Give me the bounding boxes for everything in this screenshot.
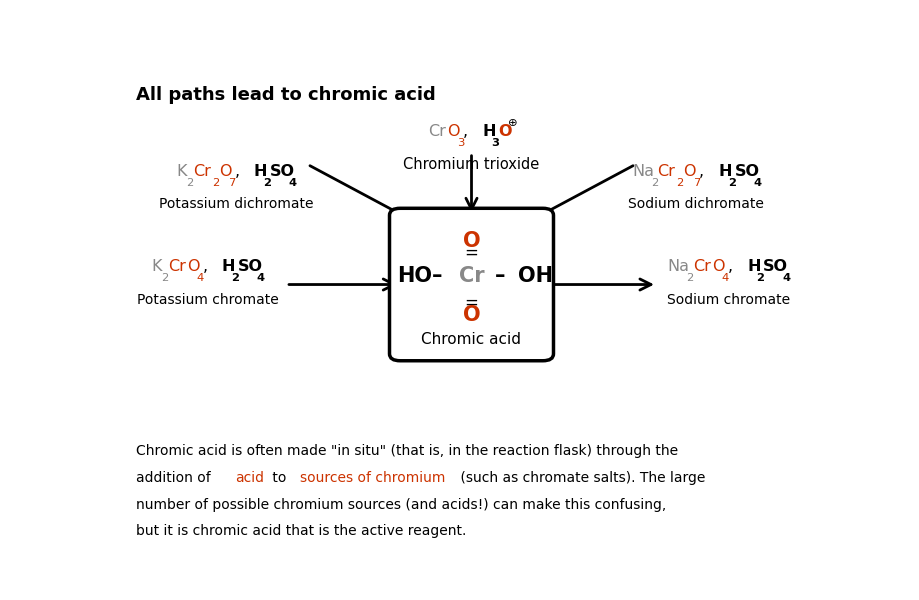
Text: 4: 4 (720, 273, 728, 283)
Text: H: H (482, 124, 495, 139)
Text: Cr: Cr (459, 266, 483, 286)
Text: K: K (176, 164, 187, 179)
Text: Cr: Cr (428, 124, 446, 139)
Text: 2: 2 (650, 178, 657, 188)
Text: 2: 2 (161, 273, 168, 283)
Text: H: H (746, 259, 760, 274)
Text: Sodium chromate: Sodium chromate (666, 293, 789, 307)
Text: but it is chromic acid that is the active reagent.: but it is chromic acid that is the activ… (136, 524, 466, 538)
Text: 2: 2 (211, 178, 219, 188)
Text: OH: OH (517, 266, 552, 286)
Text: 3: 3 (491, 138, 499, 148)
Text: O: O (187, 259, 199, 274)
Text: 2: 2 (727, 178, 735, 188)
Text: 4: 4 (781, 273, 789, 283)
Text: K: K (152, 259, 162, 274)
Text: O: O (447, 124, 460, 139)
Text: 2: 2 (186, 178, 193, 188)
Text: O: O (462, 305, 480, 325)
Text: Cr: Cr (167, 259, 186, 274)
Text: Chromic acid is often made "in situ" (that is, in the reaction flask) through th: Chromic acid is often made "in situ" (th… (136, 444, 678, 458)
Text: number of possible chromium sources (and acids!) can make this confusing,: number of possible chromium sources (and… (136, 497, 666, 512)
Text: SO: SO (733, 164, 759, 179)
Text: Cr: Cr (692, 259, 710, 274)
Text: H: H (718, 164, 731, 179)
Text: SO: SO (269, 164, 295, 179)
Text: Cr: Cr (193, 164, 210, 179)
Text: –: – (432, 266, 442, 286)
Text: 2: 2 (263, 178, 271, 188)
Text: Cr: Cr (657, 164, 675, 179)
Text: =: = (464, 244, 478, 262)
Text: 2: 2 (231, 273, 239, 283)
Text: O: O (219, 164, 231, 179)
Text: 2: 2 (675, 178, 683, 188)
FancyBboxPatch shape (389, 208, 553, 361)
Text: 7: 7 (228, 178, 235, 188)
Text: Chromium trioxide: Chromium trioxide (403, 157, 539, 172)
Text: H: H (254, 164, 267, 179)
Text: SO: SO (238, 259, 263, 274)
Text: ,: , (698, 164, 709, 179)
Text: to: to (267, 471, 290, 485)
Text: ,: , (463, 124, 473, 139)
Text: H: H (221, 259, 235, 274)
Text: HO: HO (397, 266, 432, 286)
Text: addition of: addition of (136, 471, 215, 485)
Text: 3: 3 (456, 138, 463, 148)
Text: 4: 4 (753, 178, 761, 188)
Text: O: O (462, 230, 480, 251)
Text: ,: , (728, 259, 738, 274)
Text: =: = (464, 294, 478, 312)
Text: Potassium dichromate: Potassium dichromate (159, 197, 313, 211)
Text: (such as chromate salts). The large: (such as chromate salts). The large (456, 471, 705, 485)
Text: sources of chromium: sources of chromium (300, 471, 446, 485)
Text: –: – (494, 266, 505, 286)
Text: 4: 4 (196, 273, 203, 283)
Text: Potassium chromate: Potassium chromate (137, 293, 278, 307)
Text: O: O (498, 124, 511, 139)
Text: acid: acid (234, 471, 264, 485)
Text: 4: 4 (289, 178, 297, 188)
Text: ,: , (203, 259, 213, 274)
Text: ⊕: ⊕ (507, 118, 517, 128)
Text: Na: Na (631, 164, 653, 179)
Text: O: O (683, 164, 695, 179)
Text: 2: 2 (686, 273, 693, 283)
Text: 4: 4 (256, 273, 265, 283)
Text: Na: Na (666, 259, 688, 274)
Text: SO: SO (763, 259, 788, 274)
Text: 7: 7 (692, 178, 699, 188)
Text: Sodium dichromate: Sodium dichromate (628, 197, 763, 211)
Text: Chromic acid: Chromic acid (421, 332, 521, 347)
Text: ,: , (234, 164, 244, 179)
Text: O: O (711, 259, 723, 274)
Text: 2: 2 (755, 273, 764, 283)
Text: All paths lead to chromic acid: All paths lead to chromic acid (136, 86, 436, 104)
